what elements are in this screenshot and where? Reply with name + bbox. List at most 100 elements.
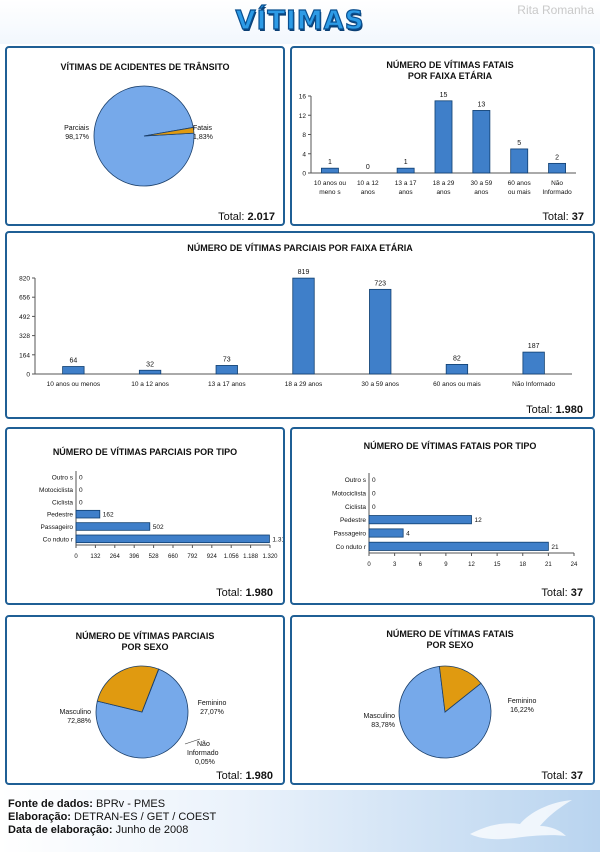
x-tick-label: 264 bbox=[110, 554, 121, 560]
x-tick-label: 18 a 29 anos bbox=[285, 381, 323, 388]
bar-value-label: 0 bbox=[79, 499, 83, 506]
x-tick-label: 15 bbox=[494, 562, 501, 568]
x-tick-label: 10 anos ou menos bbox=[47, 381, 101, 388]
total-caption: Total: bbox=[216, 770, 245, 782]
chart-victims-total: VÍTIMAS DE ACIDENTES DE TRÂNSITO Parciais… bbox=[60, 61, 275, 223]
x-tick-label: 10 a 12 bbox=[357, 180, 379, 187]
y-tick-label: Motociclista bbox=[332, 491, 366, 498]
x-tick-label: 30 a 59 anos bbox=[361, 381, 399, 388]
x-tick-label: 1.056 bbox=[224, 554, 240, 560]
x-tick-label: Não bbox=[551, 180, 563, 187]
y-tick-label: Passageiro bbox=[40, 524, 73, 531]
x-tick-label: 60 anos ou mais bbox=[433, 381, 481, 388]
panel-title: NÚMERO DE VÍTIMAS PARCIAIS bbox=[76, 630, 215, 641]
footer-prepared: Elaboração: DETRAN-ES / GET / COEST bbox=[8, 811, 217, 823]
panel-title: POR SEXO bbox=[121, 642, 168, 652]
x-tick-label: anos bbox=[399, 189, 414, 196]
bar bbox=[472, 110, 491, 174]
total-caption: Total: bbox=[216, 587, 245, 599]
watermark: Rita Romanha bbox=[517, 3, 594, 17]
bar-value-label: 64 bbox=[69, 358, 77, 365]
chart-fatal-by-type: NÚMERO DE VÍTIMAS FATAIS POR TIPO 0 3 6 9 12 1… bbox=[332, 440, 583, 599]
y-tick-label: Ciclista bbox=[345, 504, 366, 511]
bar bbox=[510, 148, 529, 174]
pie-slice-label: Informado bbox=[187, 750, 219, 757]
pie-slice bbox=[95, 668, 189, 759]
bar-value-label: 73 bbox=[223, 356, 231, 363]
pie-slice-label: Parciais bbox=[64, 125, 89, 132]
bar-value-label: 1 bbox=[404, 159, 408, 166]
total-value: 1.980 bbox=[555, 404, 583, 416]
x-tick-label: 13 a 17 anos bbox=[208, 381, 246, 388]
bar bbox=[321, 167, 339, 174]
y-tick-label: 820 bbox=[19, 276, 30, 283]
bar-value-label: 4 bbox=[406, 531, 410, 538]
pie-slice bbox=[96, 665, 160, 713]
y-tick-label: Outro s bbox=[345, 477, 367, 484]
panel-fatal-by-sex: NÚMERO DE VÍTIMAS FATAIS POR SEXO Masculin… bbox=[290, 615, 595, 785]
pie-leader-line bbox=[184, 738, 201, 745]
total-label: Total: 37 bbox=[541, 587, 583, 599]
bar-value-label: 162 bbox=[103, 512, 114, 519]
bar-value-label: 1 bbox=[328, 159, 332, 166]
pie-slice-label: 1,83% bbox=[193, 134, 213, 141]
x-tick-label: Não Informado bbox=[512, 381, 555, 388]
total-value: 37 bbox=[571, 587, 583, 599]
total-caption: Total: bbox=[218, 211, 247, 223]
total-caption: Total: bbox=[541, 587, 570, 599]
x-tick-label: 1.320 bbox=[262, 554, 278, 560]
pie-slice bbox=[141, 668, 160, 713]
bar-value-label: 5 bbox=[517, 140, 521, 147]
footer: Fonte de dados: BPRv - PMES Elaboração: … bbox=[0, 790, 600, 852]
panel-title: NÚMERO DE VÍTIMAS FATAIS POR TIPO bbox=[364, 440, 537, 451]
total-caption: Total: bbox=[541, 770, 570, 782]
x-tick-label: 24 bbox=[571, 562, 578, 568]
pie-slice-label: Não bbox=[197, 741, 210, 748]
x-tick-label: 0 bbox=[74, 554, 78, 560]
total-label: Total: 37 bbox=[541, 770, 583, 782]
pie-slice-label: Feminino bbox=[198, 700, 227, 707]
total-label: Total: 1.980 bbox=[526, 404, 583, 416]
bar bbox=[369, 288, 392, 375]
x-tick-label: 10 a 12 anos bbox=[131, 381, 169, 388]
total-label: Total: 1.980 bbox=[216, 587, 273, 599]
y-tick-label: Motociclista bbox=[39, 487, 73, 494]
x-tick-label: 13 a 17 bbox=[395, 180, 417, 187]
y-tick-label: 16 bbox=[299, 94, 307, 101]
x-tick-label: 0 bbox=[367, 562, 371, 568]
panel-fatal-by-age: NÚMERO DE VÍTIMAS FATAIS POR FAIXA ETÁRIA… bbox=[290, 46, 595, 226]
bar-value-label: 1.316 bbox=[272, 536, 283, 543]
total-value: 37 bbox=[572, 211, 584, 223]
total-label: Total: 1.980 bbox=[216, 770, 273, 782]
panel-partial-by-age: NÚMERO DE VÍTIMAS PARCIAIS POR FAIXA ETÁ… bbox=[5, 231, 595, 419]
y-tick-label: Co nduto r bbox=[43, 536, 74, 543]
bar bbox=[75, 534, 270, 544]
pie-slice-label: 72,88% bbox=[67, 718, 91, 725]
y-tick-label: Pedestre bbox=[47, 512, 73, 519]
chart-partial-by-age: NÚMERO DE VÍTIMAS PARCIAIS POR FAIXA ETÁ… bbox=[19, 242, 583, 416]
x-tick-label: 9 bbox=[444, 562, 448, 568]
bar-value-label: 0 bbox=[372, 491, 376, 498]
panel-title: NÚMERO DE VÍTIMAS PARCIAIS POR TIPO bbox=[53, 446, 237, 457]
bar-value-label: 819 bbox=[298, 269, 310, 276]
y-tick-label: Outro s bbox=[52, 475, 74, 482]
panel-title: VÍTIMAS DE ACIDENTES DE TRÂNSITO bbox=[60, 61, 229, 72]
total-value: 37 bbox=[571, 770, 583, 782]
bar-value-label: 12 bbox=[475, 517, 483, 524]
bar-value-label: 15 bbox=[440, 92, 448, 99]
bar bbox=[292, 277, 315, 375]
pie-slice-label: Masculino bbox=[363, 713, 395, 720]
x-tick-label: 1.188 bbox=[243, 554, 259, 560]
x-tick-label: 10 anos ou bbox=[314, 180, 347, 187]
page-header: VÍTIMAS Rita Romanha bbox=[0, 0, 600, 44]
y-tick-label: 0 bbox=[302, 171, 306, 178]
y-tick-label: 8 bbox=[302, 132, 306, 139]
page-title: VÍTIMAS bbox=[235, 5, 365, 36]
bar bbox=[75, 522, 151, 531]
bar-value-label: 32 bbox=[146, 361, 154, 368]
x-tick-label: ou mais bbox=[508, 189, 532, 196]
panel-title: NÚMERO DE VÍTIMAS PARCIAIS POR FAIXA ETÁ… bbox=[187, 242, 413, 253]
y-tick-label: Ciclista bbox=[52, 499, 73, 506]
